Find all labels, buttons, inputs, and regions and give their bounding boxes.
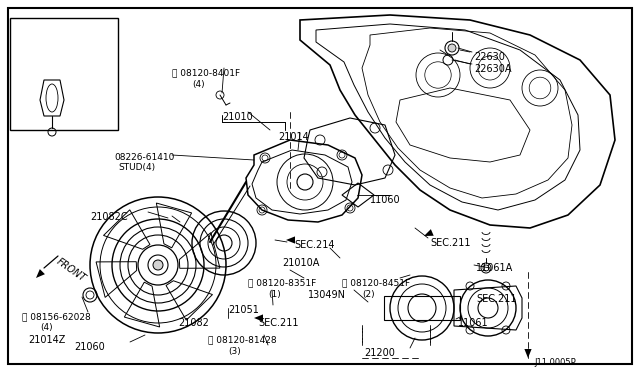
Text: 11060: 11060 (370, 195, 401, 205)
Text: 22630A: 22630A (474, 64, 511, 74)
Bar (10, 18, 118, 130)
Text: SEC.211: SEC.211 (476, 294, 516, 304)
Text: 22630: 22630 (474, 52, 505, 62)
Text: 21010A: 21010A (282, 258, 319, 268)
Text: 21010: 21010 (222, 112, 253, 122)
Polygon shape (286, 236, 295, 244)
Text: SEC.211: SEC.211 (258, 318, 298, 328)
Text: 13049N: 13049N (308, 290, 346, 300)
Text: Ⓑ 08120-8351F: Ⓑ 08120-8351F (248, 278, 316, 287)
Text: (4): (4) (192, 80, 205, 89)
Text: Ⓑ 08120-8451F: Ⓑ 08120-8451F (342, 278, 410, 287)
Text: (2): (2) (362, 290, 374, 299)
Text: (1): (1) (268, 290, 281, 299)
Text: 08226-61410: 08226-61410 (114, 153, 174, 162)
Text: STUD(4): STUD(4) (118, 163, 155, 172)
Text: Ⓑ 08120-8401F: Ⓑ 08120-8401F (172, 68, 240, 77)
Polygon shape (254, 314, 263, 322)
Text: 21051: 21051 (228, 305, 259, 315)
Text: (4): (4) (40, 323, 52, 332)
Text: 21014: 21014 (278, 132, 308, 142)
Circle shape (448, 44, 456, 52)
Polygon shape (424, 229, 434, 236)
Text: J11 0005P: J11 0005P (534, 358, 576, 367)
Text: Ⓑ 08156-62028: Ⓑ 08156-62028 (22, 312, 91, 321)
Text: 21014Z: 21014Z (28, 335, 65, 345)
Text: 21200: 21200 (364, 348, 395, 358)
Text: Ⓑ 08120-81428: Ⓑ 08120-81428 (208, 335, 276, 344)
Text: (3): (3) (228, 347, 241, 356)
Text: SEC.214: SEC.214 (294, 240, 335, 250)
Text: 21082C: 21082C (90, 212, 127, 222)
Text: 21082: 21082 (178, 318, 209, 328)
Polygon shape (524, 349, 532, 358)
Polygon shape (36, 269, 45, 278)
Text: 21060: 21060 (74, 342, 105, 352)
Text: FRONT: FRONT (55, 256, 88, 283)
Text: 11061A: 11061A (476, 263, 513, 273)
Text: SEC.211: SEC.211 (430, 238, 470, 248)
Circle shape (153, 260, 163, 270)
Text: 11061: 11061 (458, 318, 488, 328)
